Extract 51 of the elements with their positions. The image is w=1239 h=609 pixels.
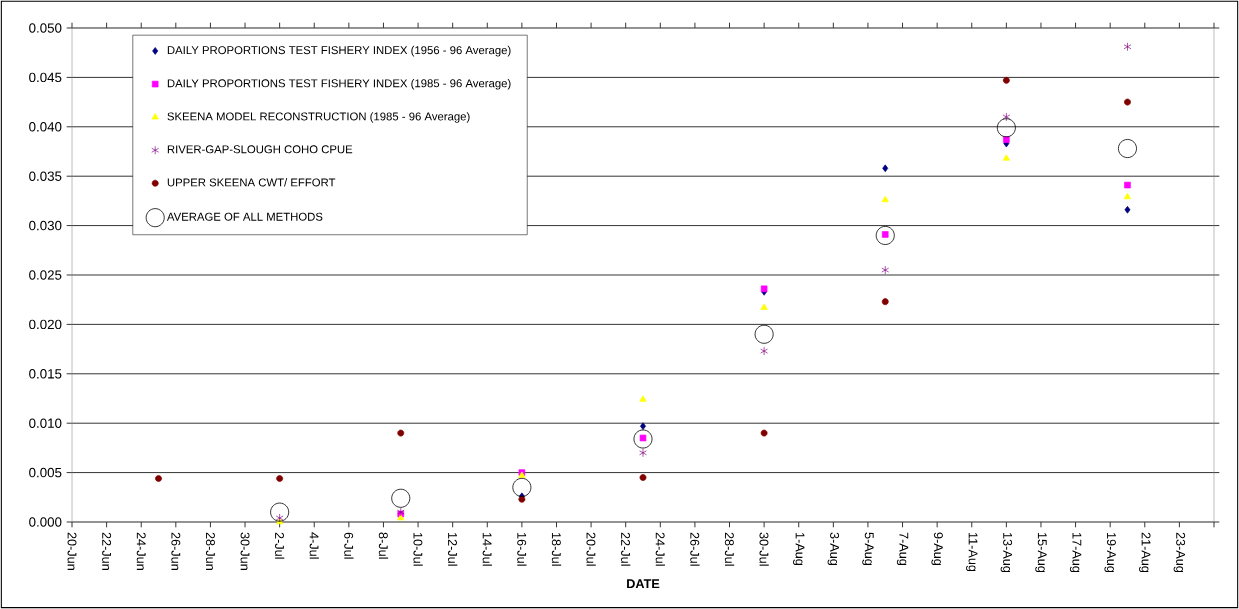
x-tick-label: 21-Aug	[1139, 532, 1151, 573]
y-tick-label: 0.050	[29, 23, 62, 33]
x-tick-label: 15-Aug	[1035, 532, 1047, 573]
x-tick-label: 30-Jun	[240, 532, 250, 570]
legend-label: DAILY PROPORTIONS TEST FISHERY INDEX (1956 - 96 Average)	[167, 45, 511, 57]
legend-label: DAILY PROPORTIONS TEST FISHERY INDEX (1985 - 96 Average)	[167, 78, 511, 90]
x-tick-label: 6-Jul	[344, 532, 354, 559]
y-tick-label: 0.030	[29, 220, 62, 231]
y-tick-label: 0.020	[29, 319, 62, 330]
legend-label: SKEENA MODEL RECONSTRUCTION (1985 - 96 Average)	[167, 112, 470, 123]
x-tick-label: 10-Jul	[413, 532, 423, 566]
x-tick-label: 4-Jul	[309, 532, 319, 559]
x-tick-label: 23-Aug	[1173, 532, 1186, 573]
y-tick-label: 0.000	[29, 517, 62, 527]
x-tick-label: 28-Jun	[205, 532, 215, 570]
x-tick-label: 20-Jul	[586, 532, 596, 566]
y-tick-label: 0.010	[29, 418, 62, 428]
legend-label: UPPER SKEENA CWT/ EFFORT	[167, 178, 336, 187]
y-tick-label: 0.035	[29, 171, 62, 181]
legend-label: AVERAGE OF ALL METHODS	[166, 212, 323, 221]
x-tick-label: 30-Jul	[759, 532, 769, 566]
x-tick-label: 11-Aug	[966, 532, 978, 572]
x-tick-label: 18-Jul	[551, 532, 562, 566]
y-tick-label: 0.005	[29, 467, 62, 478]
x-tick-label: 20-Jun	[67, 532, 77, 570]
x-tick-label: 2-Jul	[274, 532, 285, 559]
x-tick-label: 26-Jun	[171, 532, 181, 570]
x-tick-label: 26-Jul	[690, 532, 700, 566]
x-tick-label: 5-Aug	[862, 532, 874, 566]
x-tick-label: 12-Jul	[448, 532, 458, 566]
x-tick-label: 28-Jul	[724, 532, 735, 566]
legend-label: RIVER-GAP-SLOUGH COHO CPUE	[167, 145, 353, 154]
x-tick-label: 8-Jul	[378, 532, 389, 559]
x-tick-label: 3-Aug	[827, 532, 840, 566]
x-tick-label: 19-Aug	[1104, 532, 1116, 573]
x-tick-label: 22-Jul	[621, 532, 631, 566]
x-axis-title: DATE	[627, 579, 660, 589]
y-tick-label: 0.045	[29, 72, 62, 83]
x-tick-label: 22-Jun	[102, 532, 112, 570]
x-tick-label: 14-Jul	[482, 532, 492, 566]
y-tick-label: 0.040	[29, 122, 62, 132]
y-tick-label: 0.015	[29, 369, 62, 379]
x-tick-label: 16-Jul	[517, 532, 527, 566]
x-tick-label: 24-Jun	[136, 532, 146, 570]
x-tick-label: 7-Aug	[896, 532, 909, 566]
x-tick-label: 17-Aug	[1069, 532, 1082, 573]
x-tick-label: 9-Aug	[931, 532, 943, 566]
x-tick-label: 24-Jul	[655, 532, 665, 566]
x-tick-label: 13-Aug	[1000, 532, 1013, 573]
x-tick-label: 1-Aug	[793, 532, 805, 566]
y-tick-label: 0.025	[29, 270, 62, 280]
